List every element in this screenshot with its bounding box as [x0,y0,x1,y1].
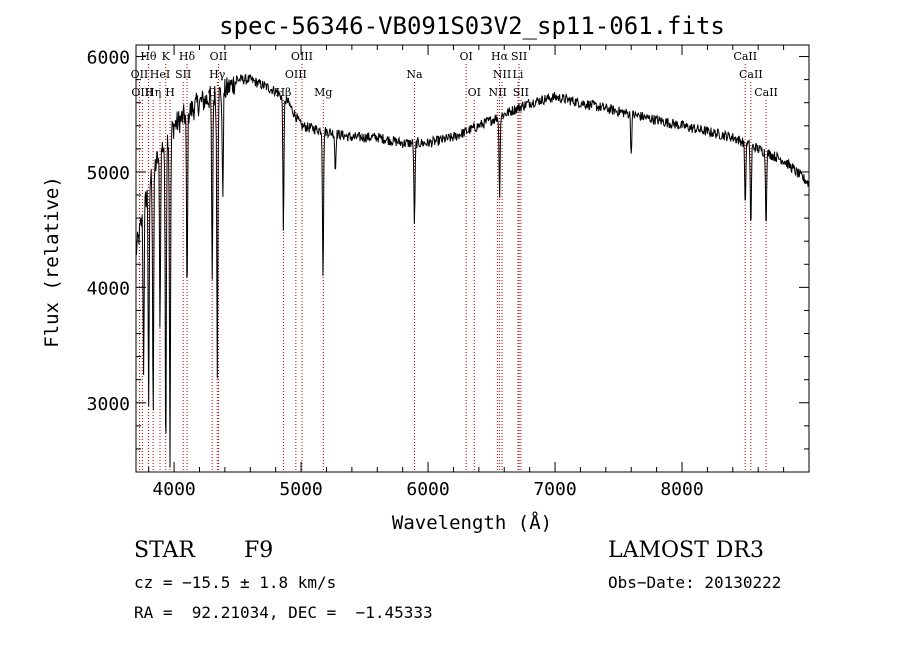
line-label: OIII [291,50,313,63]
x-axis-label: Wavelength (Å) [392,511,552,534]
line-label: CaII [733,50,757,63]
y-axis-label: Flux (relative) [41,176,63,348]
line-label: NII [488,86,506,99]
x-tick-label: 6000 [406,479,449,500]
x-tick-label: 7000 [533,479,576,500]
line-label: OIII [131,86,153,99]
line-label: CaII [754,86,778,99]
line-label: Hβ [275,86,291,99]
object-class: STAR [134,538,195,563]
y-tick-label: 4000 [87,278,130,299]
line-label: H [165,86,175,99]
line-label: Hη [145,86,161,99]
line-label: Hα [491,50,509,63]
coordinates: RA = 92.21034, DEC = −1.45333 [134,603,433,622]
axis-ticks: 4000 5000 6000 7000 8000 3000 4000 5000 6000 [87,45,809,500]
line-label: K [162,50,171,63]
plot-frame [135,44,810,473]
line-label: G [208,86,217,99]
survey-name: LAMOST DR3 [608,538,764,563]
line-label: Na [406,68,423,81]
y-tick-label: 5000 [87,163,130,184]
line-label: Hγ [209,68,226,81]
x-tick-label: 4000 [152,479,195,500]
x-tick-label: 8000 [660,479,703,500]
chart-title: spec-56346-VB091S03V2_sp11-061.fits [219,12,725,40]
line-label: Mg [314,86,332,99]
y-tick-label: 6000 [87,48,130,69]
line-label: NII [493,68,511,81]
line-label: OII [210,50,228,63]
y-tick-label: 3000 [87,394,130,415]
line-label: SII [511,50,527,63]
spectrum-line [135,73,810,468]
line-label: SII [513,86,529,99]
line-label: Hθ [140,50,157,63]
line-label: OI [468,86,481,99]
line-label: OI [459,50,472,63]
line-label: CaII [739,68,763,81]
line-label: Hδ [179,50,196,63]
line-label: Li [513,68,524,81]
x-tick-label: 5000 [279,479,322,500]
object-subclass: F9 [244,538,274,563]
redshift-text: cz = −15.5 ± 1.8 km/s [134,573,337,592]
line-label: SII [175,68,191,81]
line-label: OIII [285,68,307,81]
obs-date: Obs−Date: 20130222 [608,573,782,592]
line-label: OII [131,68,149,81]
line-label: HeI [150,68,170,81]
